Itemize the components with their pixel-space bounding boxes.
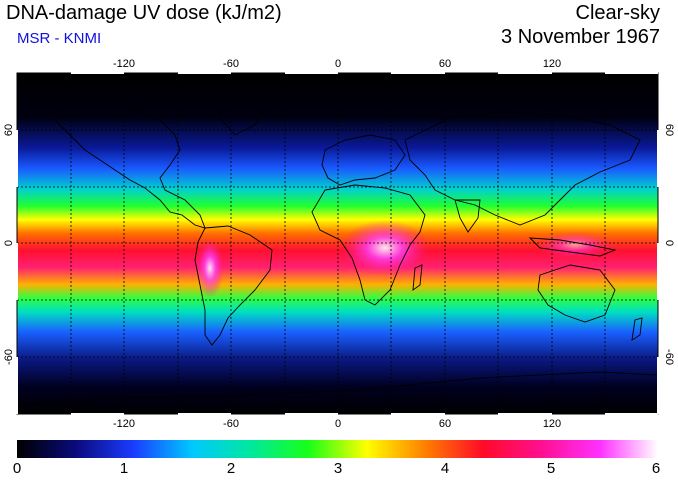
madagascar-outline <box>412 264 423 291</box>
indonesia-outline <box>528 237 617 257</box>
new-zealand-outline <box>631 317 643 341</box>
data-source-label: MSR - KNMI <box>17 30 102 47</box>
lat-tick-left: 60 <box>3 124 15 136</box>
india-outline <box>454 199 481 233</box>
lon-tick-top: -120 <box>113 58 135 70</box>
south-america-outline <box>194 225 273 346</box>
lon-tick-bottom: 120 <box>543 418 561 430</box>
lat-tick-right: 60 <box>663 124 675 136</box>
lon-tick-top: 0 <box>335 58 341 70</box>
colorbar-label: 6 <box>651 460 661 477</box>
lat-tick-right: -60 <box>663 349 675 365</box>
europe-outline <box>321 134 406 186</box>
coastlines <box>16 91 659 406</box>
africa-outline <box>311 184 426 306</box>
graticule <box>17 73 658 414</box>
lat-tick-left: -60 <box>3 349 15 365</box>
south-america-hotspot <box>196 238 224 298</box>
asia-outline <box>404 111 641 226</box>
greenland-outline <box>214 91 269 136</box>
date-label: 3 November 1967 <box>501 26 660 48</box>
map-title: DNA-damage UV dose (kJ/m2) <box>6 2 282 24</box>
lon-tick-bottom: 0 <box>335 418 341 430</box>
colorbar-label: 5 <box>546 460 556 477</box>
antarctica-outline <box>16 371 659 406</box>
uv-dose-map: -120 -60 0 60 120 -120 -60 0 60 120 60 0… <box>3 58 675 430</box>
colorbar-label: 1 <box>119 460 129 477</box>
colorbar-label: 3 <box>333 460 343 477</box>
lon-tick-top: -60 <box>223 58 239 70</box>
sky-condition-label: Clear-sky <box>575 2 660 24</box>
australia-outline <box>537 264 616 323</box>
lon-tick-top: 120 <box>543 58 561 70</box>
colorbar-label: 2 <box>226 460 236 477</box>
north-america-outline <box>54 99 206 229</box>
lon-tick-top: 60 <box>439 58 451 70</box>
colorbar-label: 4 <box>440 460 450 477</box>
lon-tick-bottom: -120 <box>113 418 135 430</box>
africa-hotspot <box>340 220 430 276</box>
map-frame <box>15 71 660 416</box>
lat-tick-right: 0 <box>663 240 675 246</box>
lat-tick-left: 0 <box>3 240 15 246</box>
colorbar-label: 0 <box>12 460 22 477</box>
lon-tick-bottom: 60 <box>439 418 451 430</box>
indonesia-hotspot <box>535 231 615 259</box>
color-scale-bar <box>17 440 658 458</box>
lon-tick-bottom: -60 <box>223 418 239 430</box>
